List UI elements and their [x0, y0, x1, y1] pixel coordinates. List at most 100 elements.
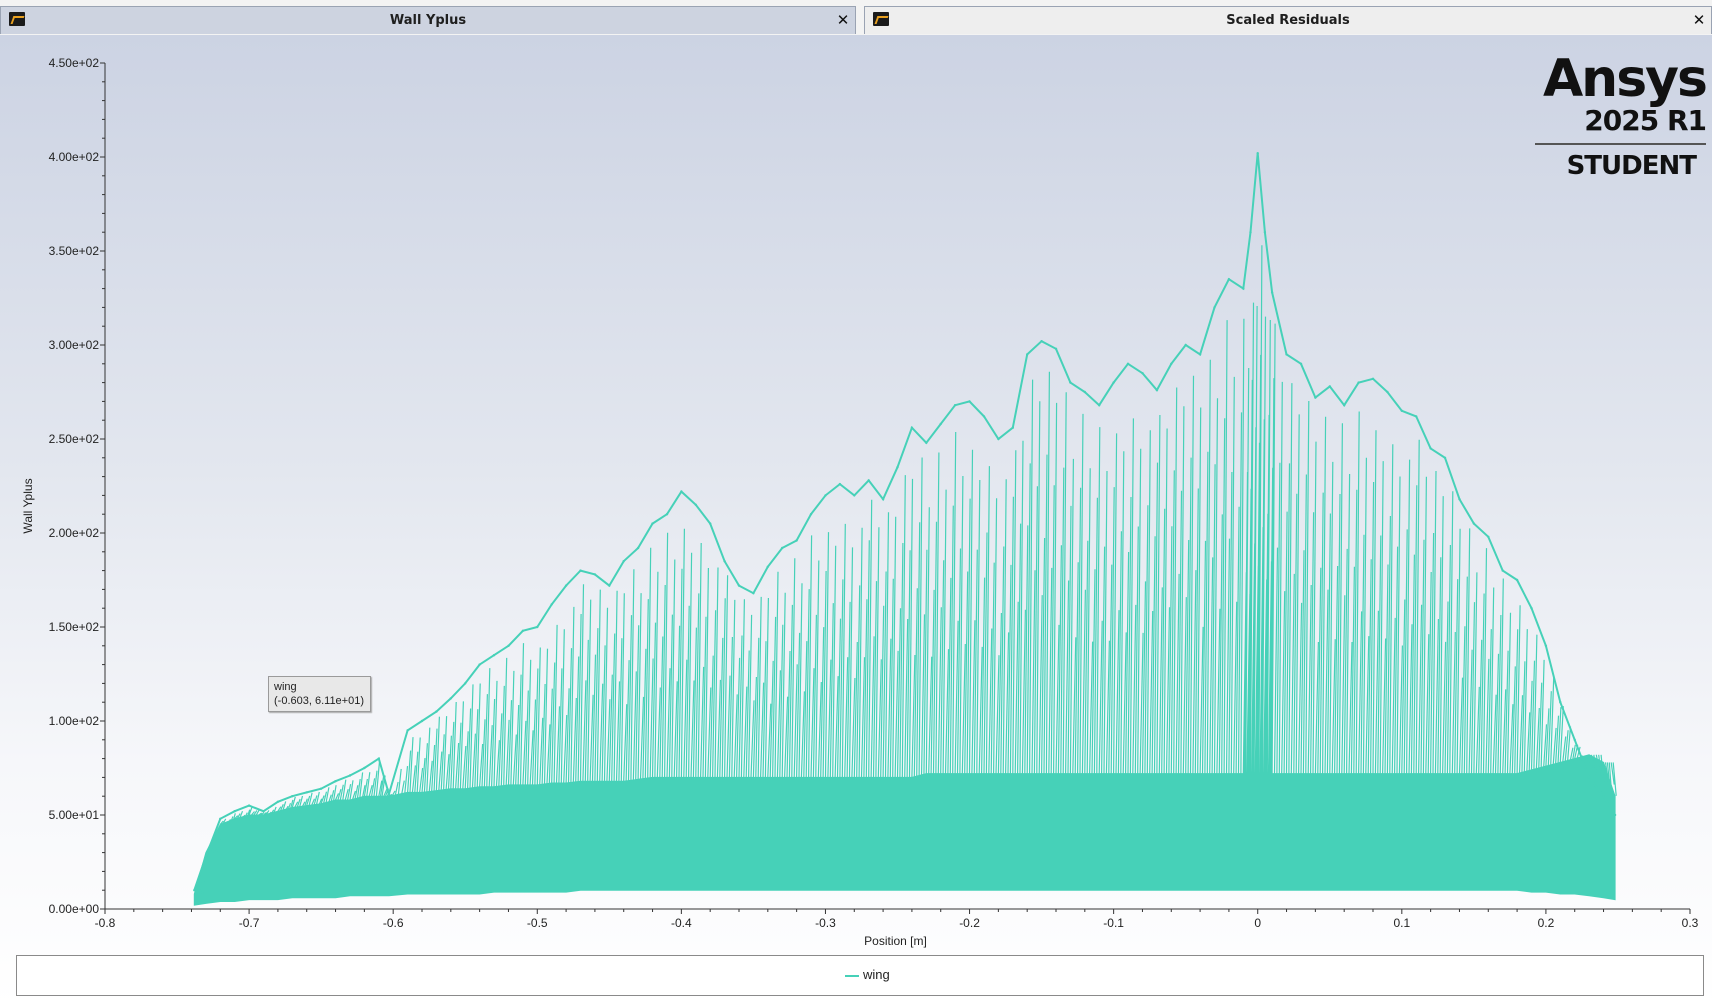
close-icon[interactable]: ✕: [836, 11, 850, 29]
y-tick-label: 4.00e+02: [49, 150, 100, 164]
data-point: [1487, 535, 1490, 538]
xy-plot[interactable]: 0.00e+00 5.00e+01 1.00e+02 1.50e+02 2.00e+02…: [0, 35, 1712, 955]
data-point: [1613, 813, 1617, 817]
data-point: [1112, 381, 1115, 384]
data-point: [449, 697, 452, 700]
fluent-app-icon: [9, 12, 25, 26]
data-point: [1098, 404, 1101, 407]
x-axis-label: Position [m]: [864, 934, 927, 948]
data-point: [910, 426, 914, 429]
data-point: [1328, 385, 1332, 388]
data-point: [579, 569, 582, 572]
x-tick-label: -0.8: [95, 916, 116, 930]
x-tick-label: -0.5: [527, 916, 548, 930]
data-point: [435, 710, 438, 713]
data-point: [1170, 362, 1173, 365]
data-point: [867, 479, 870, 482]
y-tick-label: 1.00e+02: [49, 714, 100, 728]
data-point: [694, 503, 697, 506]
y-tick-label: 3.50e+02: [49, 244, 100, 258]
data-point: [1040, 340, 1043, 343]
data-point: [723, 560, 726, 563]
data-point: [925, 441, 928, 444]
data-point: [406, 729, 409, 732]
data-point: [1602, 795, 1605, 798]
data-point: [1501, 569, 1504, 572]
data-point: [1371, 377, 1375, 380]
data-point: [536, 625, 539, 629]
legend: wing: [16, 955, 1704, 996]
data-point: [1400, 409, 1404, 412]
x-tick-label: 0.2: [1538, 916, 1555, 930]
data-point: [1242, 287, 1245, 290]
data-point: [1357, 381, 1360, 384]
data-point: [1530, 607, 1533, 610]
data-point: [781, 546, 784, 550]
y-tick-label: 2.50e+02: [49, 432, 100, 446]
y-tick-label: 4.50e+02: [49, 56, 100, 70]
data-point: [752, 592, 755, 595]
data-point: [1126, 362, 1130, 365]
close-icon[interactable]: ✕: [1692, 11, 1706, 29]
data-point: [1314, 396, 1317, 399]
data-point: [1198, 353, 1202, 356]
data-point: [1386, 390, 1389, 394]
data-point: [737, 584, 741, 587]
data-point: [478, 663, 481, 666]
plot-area[interactable]: 0.00e+00 5.00e+01 1.00e+02 1.50e+02 2.00e+02…: [0, 35, 1712, 1006]
fluent-app-icon: [873, 12, 889, 26]
data-point: [1415, 415, 1418, 418]
tooltip-value: (-0.603, 6.11e+01): [274, 695, 364, 707]
y-tick-label: 3.00e+02: [49, 338, 100, 352]
x-tick-label: -0.4: [671, 916, 692, 930]
data-point: [1299, 362, 1303, 365]
x-tick-label: -0.7: [239, 916, 260, 930]
data-point: [1054, 347, 1058, 350]
data-point: [1227, 278, 1231, 281]
data-point: [204, 855, 208, 858]
data-point: [1515, 578, 1519, 582]
tab-wall-yplus[interactable]: Wall Yplus ✕: [0, 6, 856, 34]
data-point: [795, 539, 798, 542]
data-point: [233, 810, 236, 813]
data-point: [1544, 644, 1548, 647]
data-point: [968, 400, 971, 403]
data-point: [262, 810, 265, 813]
data-point: [564, 584, 568, 587]
data-point: [193, 889, 196, 892]
data-point: [709, 522, 712, 525]
x-tick-label: -0.6: [383, 916, 404, 930]
data-point: [939, 422, 942, 426]
data-point: [1429, 447, 1432, 450]
y-axis-label: Wall Yplus: [21, 478, 35, 533]
data-point: [1256, 152, 1259, 155]
x-tick-label: 0.1: [1393, 916, 1410, 930]
data-point: [387, 792, 391, 796]
x-tick-label: -0.1: [1103, 916, 1124, 930]
data-point: [896, 466, 899, 469]
data-point: [1069, 381, 1072, 384]
data-point: [1026, 353, 1029, 356]
data-point: [766, 565, 769, 568]
data-point: [1443, 456, 1447, 459]
data-point: [219, 817, 222, 820]
tab-title: Scaled Residuals: [1226, 13, 1350, 28]
data-point: [809, 513, 813, 516]
tooltip-series: wing: [274, 681, 297, 693]
data-point: [838, 482, 842, 486]
tab-title: Wall Yplus: [389, 13, 467, 28]
y-tick-label: 2.00e+02: [49, 526, 100, 540]
data-point: [1285, 353, 1288, 356]
data-point: [492, 654, 496, 657]
data-point: [593, 573, 597, 576]
logo-edition: STUDENT: [1566, 151, 1697, 181]
data-point: [680, 490, 683, 493]
data-point: [464, 682, 467, 685]
data-point: [1573, 738, 1576, 741]
tab-scaled-residuals[interactable]: Scaled Residuals ✕: [864, 6, 1712, 34]
series-line-wing: [193, 153, 1616, 891]
data-point: [1458, 498, 1461, 501]
data-point: [276, 800, 280, 803]
data-point: [291, 795, 294, 798]
data-point: [348, 774, 352, 777]
